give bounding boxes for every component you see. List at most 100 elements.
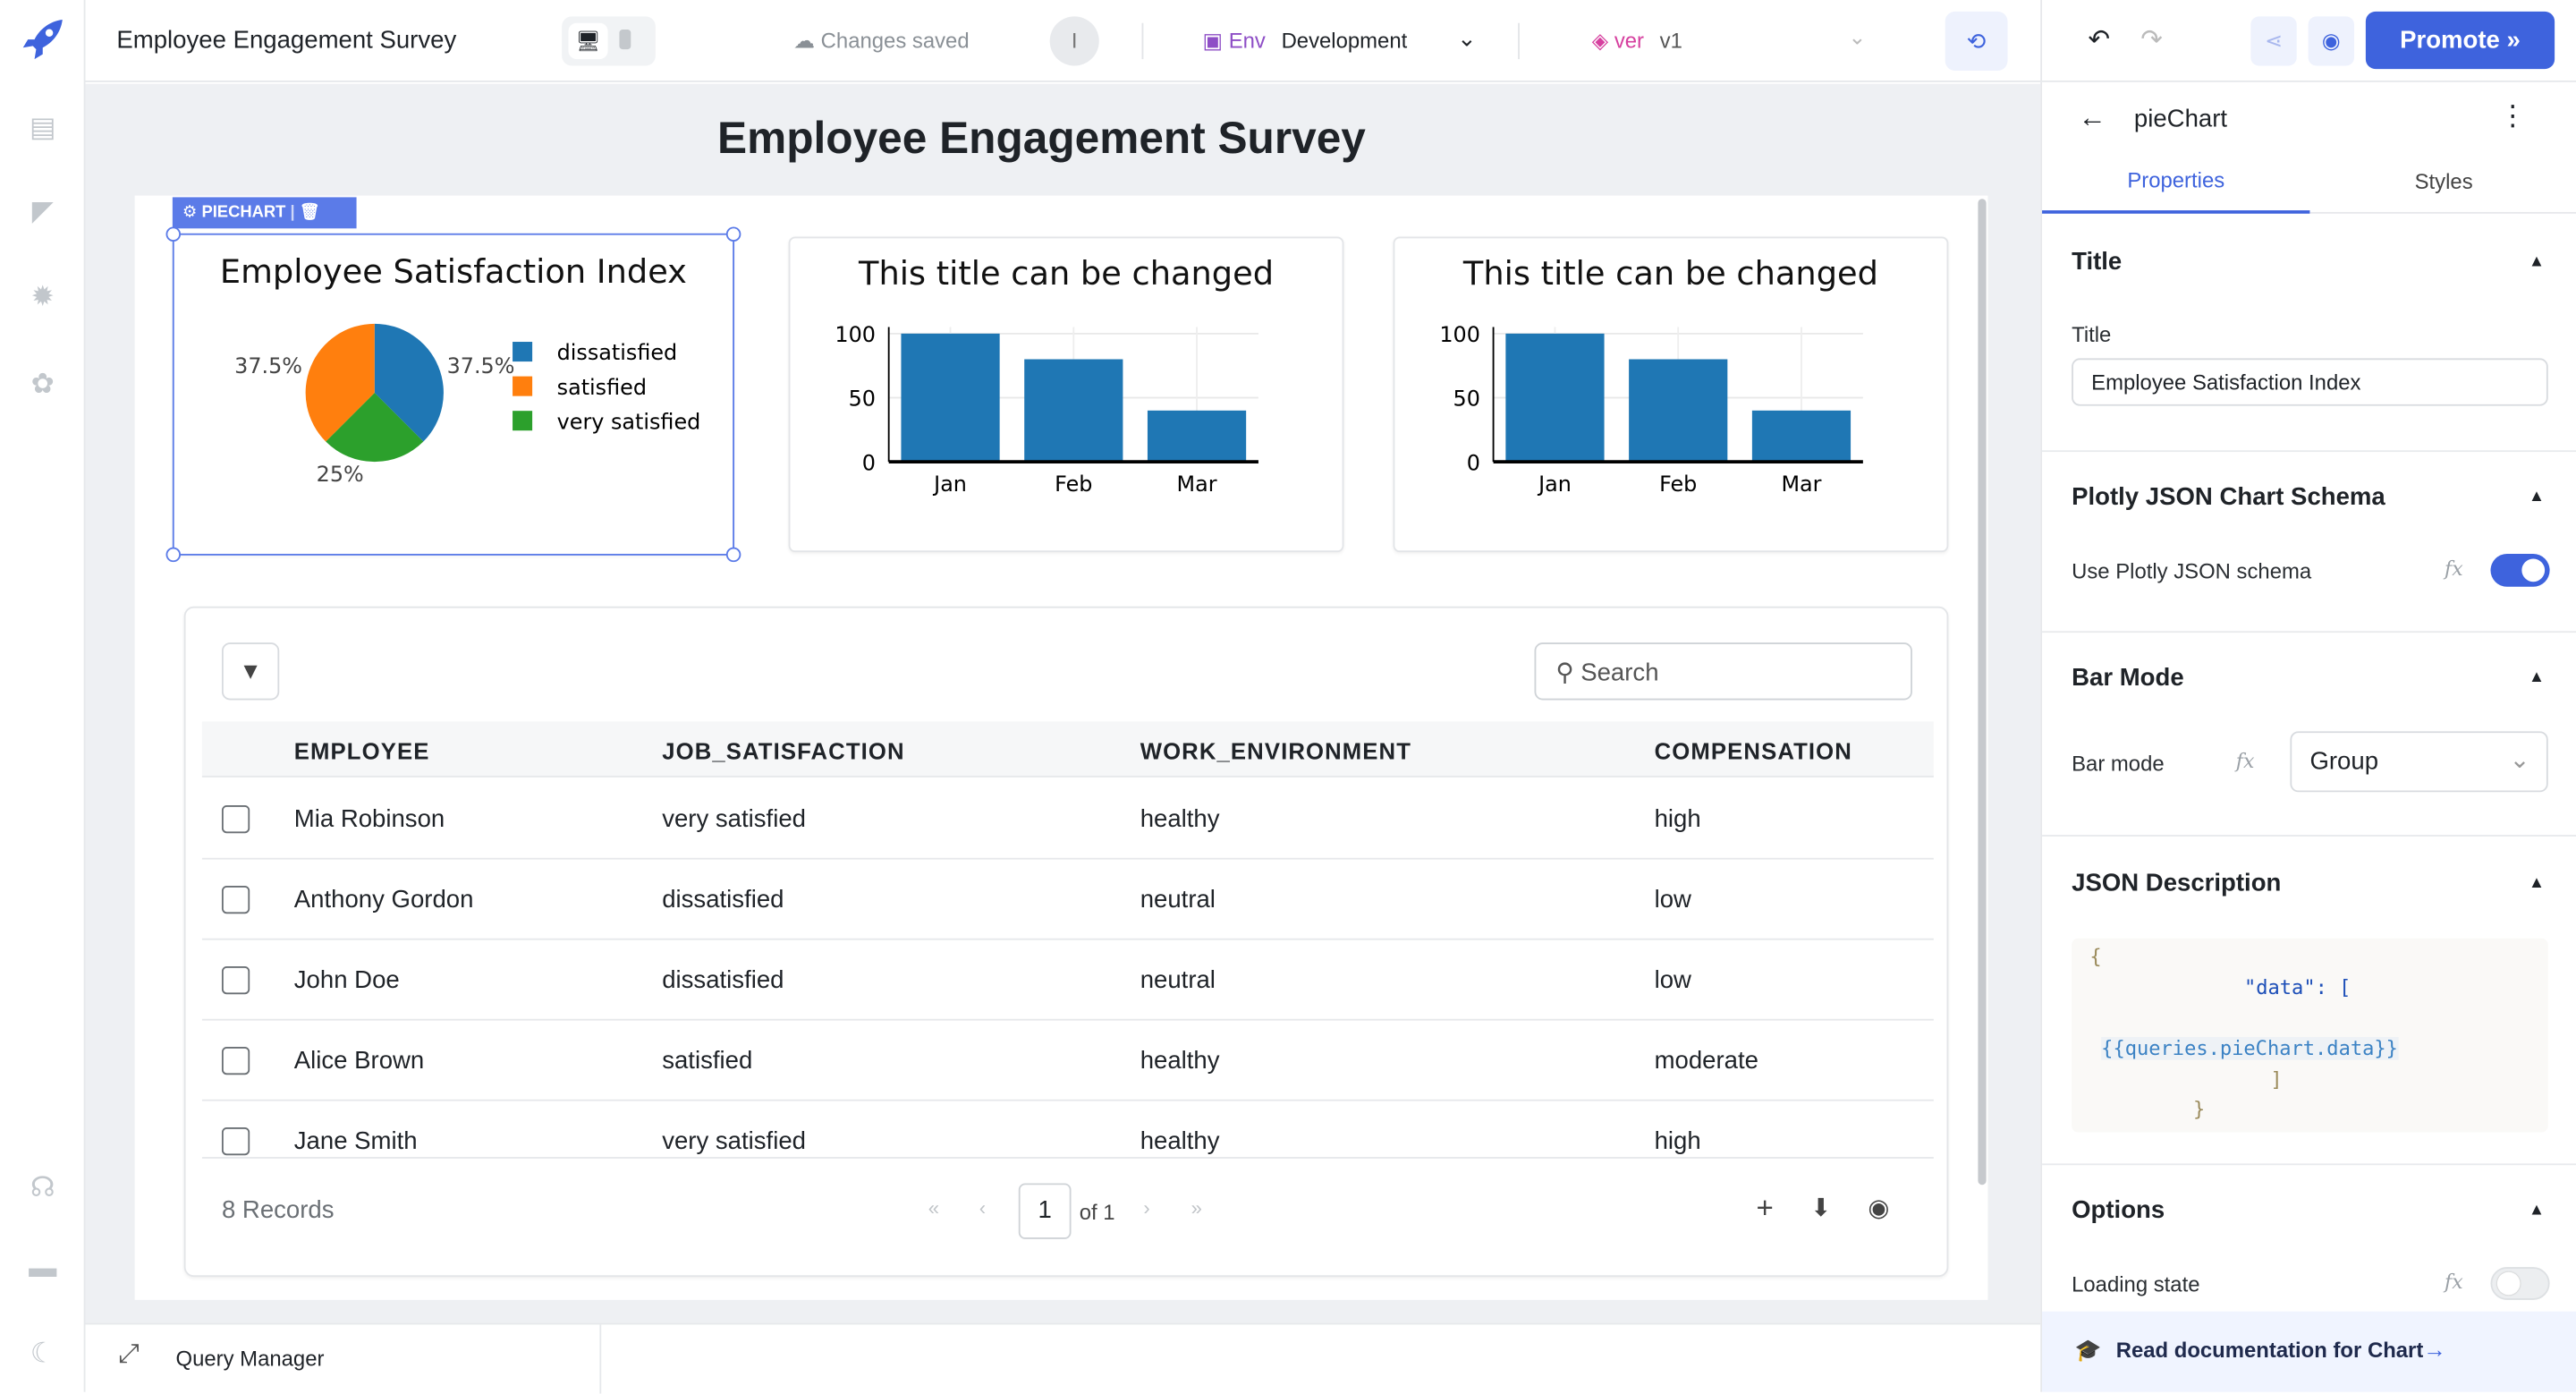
pages-icon[interactable]: ▤ bbox=[30, 111, 56, 143]
bar-feb[interactable] bbox=[1629, 359, 1728, 463]
table-row[interactable]: Jane Smith very satisfied healthy high bbox=[201, 1101, 1934, 1159]
download-icon[interactable]: ⬇ bbox=[1810, 1194, 1832, 1223]
table-row[interactable]: Mia Robinson very satisfied healthy high bbox=[201, 779, 1934, 860]
collapse-triangle-icon[interactable]: ▲ bbox=[2528, 252, 2546, 272]
bar-chart-widget-1[interactable]: This title can be changed 0 50 100 Jan Feb Ma… bbox=[788, 236, 1344, 553]
environment-selector[interactable]: ▣ Env Development ⌄ bbox=[1202, 25, 1476, 54]
loading-state-toggle[interactable] bbox=[2490, 1267, 2550, 1300]
version-selector[interactable]: ◈ ver v1 ⌄ bbox=[1592, 25, 1871, 54]
query-manager-label[interactable]: Query Manager bbox=[175, 1346, 325, 1371]
column-header[interactable]: WORK_ENVIRONMENT bbox=[1140, 737, 1412, 765]
y-tick-label: 0 bbox=[1467, 450, 1480, 475]
settings-gear-icon[interactable]: ✿ bbox=[30, 368, 55, 400]
add-row-plus-icon[interactable]: + bbox=[1756, 1191, 1774, 1225]
resize-handle[interactable] bbox=[165, 547, 182, 563]
app-logo-rocket-icon[interactable] bbox=[20, 16, 65, 62]
gear-icon[interactable]: ⚙ bbox=[182, 203, 198, 222]
json-editor[interactable]: { "data": [ {{queries.pieChart.data}} ] … bbox=[2072, 938, 2548, 1133]
share-icon[interactable]: ⋖ bbox=[2250, 16, 2297, 66]
section-header[interactable]: Options bbox=[2072, 1196, 2165, 1225]
first-page-icon[interactable]: « bbox=[928, 1196, 940, 1220]
preview-eye-icon[interactable]: ◉ bbox=[2308, 16, 2355, 66]
bar-mode-select[interactable]: Group ⌄ bbox=[2290, 731, 2548, 793]
ver-label: ver bbox=[1614, 28, 1644, 53]
bar-mar[interactable] bbox=[1147, 410, 1247, 463]
last-page-icon[interactable]: » bbox=[1191, 1196, 1202, 1220]
bar-jan[interactable] bbox=[901, 333, 1000, 463]
resize-handle[interactable] bbox=[165, 226, 182, 242]
fx-icon[interactable]: fx bbox=[2445, 557, 2463, 581]
debugger-bug-icon[interactable]: ✹ bbox=[30, 281, 55, 312]
row-checkbox[interactable] bbox=[221, 1046, 250, 1075]
bar-chart-widget-2[interactable]: This title can be changed 0 50 100 Jan Feb Ma… bbox=[1393, 236, 1949, 553]
back-arrow-icon[interactable]: ← bbox=[2078, 101, 2106, 133]
redo-icon[interactable]: ↷ bbox=[2140, 26, 2163, 55]
collapse-triangle-icon[interactable]: ▲ bbox=[2528, 874, 2546, 893]
collapse-triangle-icon[interactable]: ▲ bbox=[2528, 668, 2546, 687]
section-header[interactable]: Title bbox=[2072, 248, 2123, 276]
section-header[interactable]: Plotly JSON Chart Schema bbox=[2072, 482, 2385, 512]
legend-label[interactable]: dissatisfied bbox=[557, 340, 678, 365]
section-header[interactable]: JSON Description bbox=[2072, 869, 2282, 897]
expand-icon[interactable]: ⤢ bbox=[118, 1340, 140, 1369]
table-cell: high bbox=[1654, 1126, 1701, 1156]
app-title[interactable]: Employee Engagement Survey bbox=[116, 26, 457, 55]
tab-properties[interactable]: Properties bbox=[2042, 155, 2310, 214]
plotly-toggle[interactable] bbox=[2490, 553, 2550, 587]
collapse-triangle-icon[interactable]: ▲ bbox=[2528, 1201, 2546, 1220]
table-row[interactable]: Anthony Gordon dissatisfied neutral low bbox=[201, 860, 1934, 940]
kebab-menu-icon[interactable]: ⋮ bbox=[2498, 100, 2527, 132]
resize-handle[interactable] bbox=[725, 226, 741, 242]
tab-styles[interactable]: Styles bbox=[2309, 155, 2576, 214]
fx-icon[interactable]: fx bbox=[2445, 1270, 2463, 1294]
search-input[interactable]: ⚲ Search bbox=[1534, 642, 1912, 701]
bar-mar[interactable] bbox=[1751, 410, 1852, 463]
undo-icon[interactable]: ↶ bbox=[2088, 26, 2111, 55]
canvas-scrollbar[interactable] bbox=[1978, 199, 1987, 1186]
pie-slice-very-satisfied[interactable] bbox=[326, 392, 424, 463]
pie-slice-satisfied[interactable] bbox=[305, 323, 375, 442]
fx-icon[interactable]: fx bbox=[2235, 749, 2255, 773]
resize-handle[interactable] bbox=[725, 547, 741, 563]
table-row[interactable]: Alice Brown satisfied healthy moderate bbox=[201, 1021, 1934, 1101]
row-checkbox[interactable] bbox=[221, 804, 250, 834]
legend-label[interactable]: satisfied bbox=[557, 375, 647, 400]
y-tick-label: 0 bbox=[862, 450, 876, 475]
pie-slice-dissatisfied[interactable] bbox=[374, 323, 444, 442]
column-visibility-eye-icon[interactable]: ◉ bbox=[1868, 1194, 1890, 1223]
chat-icon[interactable]: ▬ bbox=[29, 1252, 57, 1284]
section-header[interactable]: Bar Mode bbox=[2072, 664, 2184, 693]
prev-page-icon[interactable]: ‹ bbox=[979, 1196, 987, 1220]
row-checkbox[interactable] bbox=[221, 1126, 250, 1156]
component-name[interactable]: pieChart bbox=[2133, 105, 2228, 133]
title-input[interactable]: Employee Satisfaction Index bbox=[2072, 358, 2548, 406]
mobile-view-icon[interactable] bbox=[619, 30, 631, 50]
support-headset-icon[interactable]: ☊ bbox=[30, 1171, 55, 1203]
table-row[interactable]: John Doe dissatisfied neutral low bbox=[201, 940, 1934, 1021]
filter-icon[interactable]: ▼ bbox=[221, 642, 280, 701]
dark-mode-moon-icon[interactable]: ☾ bbox=[30, 1338, 55, 1369]
column-header[interactable]: COMPENSATION bbox=[1654, 737, 1852, 765]
column-header[interactable]: JOB_SATISFACTION bbox=[662, 737, 905, 765]
widget-label-tag[interactable]: ⚙ PIECHART | 🗑 bbox=[172, 197, 357, 229]
bar-jan[interactable] bbox=[1505, 333, 1605, 463]
pie-chart-widget[interactable]: Employee Satisfaction Index 37.5% 25% 37.5… bbox=[165, 226, 741, 563]
table-cell: low bbox=[1654, 965, 1691, 995]
user-avatar[interactable]: I bbox=[1049, 16, 1099, 66]
trash-icon[interactable]: 🗑 bbox=[299, 203, 321, 222]
read-docs-link[interactable]: Read documentation for Chart bbox=[2115, 1338, 2424, 1363]
table-cell: healthy bbox=[1140, 1126, 1220, 1156]
arrow-right-icon[interactable]: → bbox=[2423, 1336, 2446, 1363]
legend-label[interactable]: very satisfied bbox=[557, 409, 701, 434]
sync-icon[interactable]: ⟲ bbox=[1945, 11, 2008, 71]
page-input[interactable]: 1 bbox=[1018, 1183, 1072, 1239]
desktop-view-icon[interactable]: 🖥 bbox=[568, 22, 608, 60]
row-checkbox[interactable] bbox=[221, 885, 250, 914]
next-page-icon[interactable]: › bbox=[1143, 1196, 1150, 1220]
row-checkbox[interactable] bbox=[221, 965, 250, 995]
promote-button[interactable]: Promote » bbox=[2365, 11, 2555, 70]
bar-feb[interactable] bbox=[1024, 359, 1123, 463]
column-header[interactable]: EMPLOYEE bbox=[293, 737, 430, 765]
inspector-icon[interactable]: ◤ bbox=[31, 195, 54, 227]
collapse-triangle-icon[interactable]: ▲ bbox=[2528, 488, 2546, 506]
